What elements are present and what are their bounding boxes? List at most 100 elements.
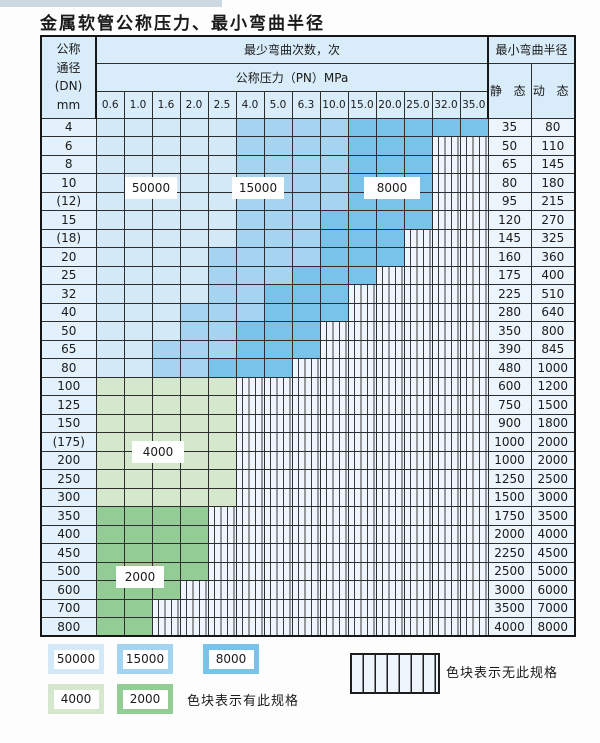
no-spec-cell [403, 580, 433, 600]
no-spec-cell [459, 580, 489, 600]
bend-cycle-cell [235, 247, 265, 267]
no-spec-cell [431, 617, 461, 637]
static-radius-cell: 1000 [487, 450, 532, 470]
bend-cycle-cell [207, 210, 237, 230]
bend-cycle-cell [179, 173, 209, 193]
no-spec-cell [347, 561, 377, 581]
no-spec-cell [347, 487, 377, 507]
bend-cycle-cell [207, 117, 237, 137]
no-spec-cell [291, 450, 321, 470]
no-spec-cell [319, 413, 349, 433]
bend-cycle-cell [403, 117, 433, 137]
dn-cell: 800 [40, 617, 97, 637]
bend-cycle-cell [207, 191, 237, 211]
legend-swatch: 15000 [117, 644, 173, 674]
bend-cycle-cell [123, 154, 153, 174]
bend-cycle-cell [263, 228, 293, 248]
no-spec-cell [263, 617, 293, 637]
no-spec-cell [375, 339, 405, 359]
bend-cycle-cell [95, 469, 125, 489]
bend-cycle-cell [151, 284, 181, 304]
dn-cell: (175) [40, 432, 97, 452]
bend-cycle-cell [179, 524, 209, 544]
bend-cycle-cell [291, 173, 321, 193]
no-spec-cell [319, 487, 349, 507]
zone-value-label: 2000 [116, 566, 164, 588]
bend-cycle-cell [123, 376, 153, 396]
bend-cycle-cell [123, 617, 153, 637]
table-row: 32 225 510 [40, 284, 576, 304]
dynamic-radius-cell: 270 [530, 210, 576, 230]
no-spec-cell [375, 506, 405, 526]
static-radius-cell: 80 [487, 173, 532, 193]
bend-cycle-cell [207, 432, 237, 452]
bend-cycle-cell [235, 117, 265, 137]
dynamic-radius-cell: 510 [530, 284, 576, 304]
table-row: 25 175 400 [40, 265, 576, 285]
bend-cycle-cell [151, 136, 181, 156]
table-row: (175) 1000 2000 [40, 432, 576, 452]
no-spec-cell [319, 506, 349, 526]
dn-cell: 10 [40, 173, 97, 193]
no-spec-cell [459, 154, 489, 174]
bend-cycle-cell [179, 358, 209, 378]
no-spec-cell [375, 413, 405, 433]
no-spec-cell [403, 284, 433, 304]
bend-cycle-cell [263, 136, 293, 156]
no-spec-cell [459, 561, 489, 581]
bend-cycle-cell [291, 302, 321, 322]
no-spec-cell [403, 524, 433, 544]
legend-swatch: 2000 [117, 684, 173, 714]
no-spec-cell [263, 432, 293, 452]
no-spec-cell [207, 506, 237, 526]
pressure-column-header: 2.5 [207, 90, 237, 119]
bend-cycle-cell [319, 228, 349, 248]
legend-no-spec-text: 色块表示无此规格 [446, 666, 559, 681]
table-row: 100 600 1200 [40, 376, 576, 396]
static-radius-cell: 160 [487, 247, 532, 267]
no-spec-cell [375, 598, 405, 618]
no-spec-cell [207, 561, 237, 581]
no-spec-cell [235, 506, 265, 526]
table-row: 10 80 180 [40, 173, 576, 193]
no-spec-cell [235, 561, 265, 581]
no-spec-cell [151, 617, 181, 637]
dn-cell: (12) [40, 191, 97, 211]
bend-cycle-cell [95, 413, 125, 433]
bend-cycle-cell [179, 210, 209, 230]
no-spec-cell [207, 543, 237, 563]
no-spec-cell [235, 469, 265, 489]
pressure-column-header: 32.0 [431, 90, 461, 119]
bend-cycle-cell [207, 339, 237, 359]
bend-cycle-cell [291, 247, 321, 267]
dn-cell: 80 [40, 358, 97, 378]
bend-cycle-cell [179, 506, 209, 526]
dynamic-radius-cell: 400 [530, 265, 576, 285]
no-spec-cell [347, 339, 377, 359]
dn-cell: 15 [40, 210, 97, 230]
no-spec-cell [375, 543, 405, 563]
bend-cycle-cell [95, 265, 125, 285]
no-spec-cell [431, 154, 461, 174]
bend-cycle-cell [95, 524, 125, 544]
bend-cycle-cell [179, 136, 209, 156]
dn-cell: 4 [40, 117, 97, 137]
no-spec-cell [375, 580, 405, 600]
bend-cycle-cell [151, 358, 181, 378]
dn-cell: 8 [40, 154, 97, 174]
dynamic-radius-cell: 2000 [530, 450, 576, 470]
no-spec-cell [403, 376, 433, 396]
no-spec-cell [263, 561, 293, 581]
no-spec-cell [459, 284, 489, 304]
bend-cycle-cell [263, 284, 293, 304]
pressure-column-header: 4.0 [235, 90, 265, 119]
bend-cycle-cell [291, 265, 321, 285]
bend-cycle-cell [95, 617, 125, 637]
no-spec-cell [207, 580, 237, 600]
bend-cycle-cell [291, 339, 321, 359]
bend-cycle-cell [263, 210, 293, 230]
bend-cycle-cell [235, 284, 265, 304]
no-spec-cell [459, 543, 489, 563]
no-spec-cell [263, 580, 293, 600]
table-row: 800 4000 8000 [40, 617, 576, 637]
